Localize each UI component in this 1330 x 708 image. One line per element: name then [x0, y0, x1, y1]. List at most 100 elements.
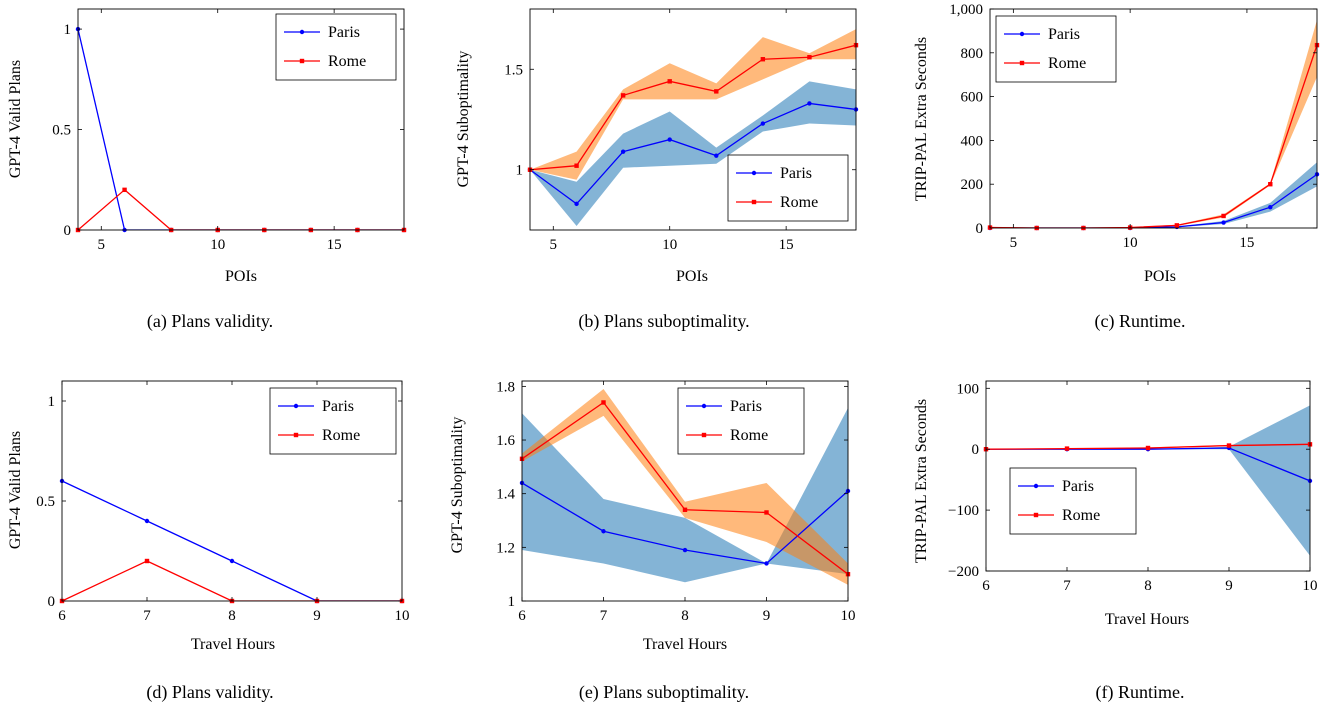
panel-b-point-rome: [667, 79, 672, 84]
panel-d-legend-label-rome: Rome: [322, 427, 360, 444]
panel-b-ytick-label: 1: [516, 163, 524, 179]
panel-a-plot-layer: 5 10 15 0 0.5 1 Paris Rome: [52, 8, 407, 253]
panel-d-ytick-label: 0.5: [36, 494, 55, 510]
panel-e-suboptimality-hours: 6 7 8 9 10 1 1.2 1.4 1.6 1.8 Paris Rome GPT-4 Subop…: [449, 379, 856, 703]
panel-b-point-paris: [714, 153, 719, 158]
panel-d-validity-hours: 6 7 8 9 10 0 0.5 1 Paris Rome GPT-4 Valid Plans T…: [7, 380, 410, 703]
panel-e-ytick-label: 1.2: [496, 540, 515, 556]
panel-b-legend-marker: [751, 199, 757, 205]
panel-a-ylabel: GPT-4 Valid Plans: [7, 60, 24, 178]
panel-c-legend-marker: [1019, 60, 1025, 66]
panel-b-xlabel: POIs: [676, 268, 708, 285]
panel-a-legend-box: [275, 13, 397, 81]
panel-e-legend-label-paris: Paris: [730, 398, 762, 415]
panel-a-xtick-label: 5: [98, 237, 106, 253]
panel-c-ylabel: TRIP-PAL Extra Seconds: [913, 37, 930, 201]
panel-c-line-rome: [990, 44, 1317, 228]
panel-f-caption: (f) Runtime.: [1096, 682, 1185, 703]
panel-c-legend-label-rome: Rome: [1048, 55, 1086, 72]
panel-f-xtick-label: 9: [1225, 578, 1233, 594]
panel-b-point-paris: [760, 121, 766, 126]
panel-b-frame: [529, 8, 857, 231]
panel-c-point-rome: [1174, 223, 1180, 228]
panel-f-ytick-label: −200: [948, 564, 979, 580]
panel-e-point-paris: [682, 547, 688, 553]
panel-f-legend-marker: [1033, 512, 1039, 518]
panel-e-point-paris: [601, 529, 606, 534]
panel-c-xtick-label: 10: [1123, 235, 1138, 251]
panel-b-band-rome: [530, 29, 856, 180]
panel-e-band-rome: [522, 389, 848, 585]
panel-c-ytick-label: 0: [976, 221, 984, 237]
panel-b-legend-marker: [751, 170, 757, 176]
panel-a-caption: (a) Plans validity.: [147, 311, 273, 332]
panel-b-ytick-label: 1.5: [504, 62, 523, 78]
panel-f-xtick-label: 8: [1144, 578, 1152, 594]
panel-c-band-paris: [990, 162, 1317, 228]
panel-d-xtick-label: 9: [313, 608, 321, 624]
panel-d-legend-box: [269, 387, 397, 455]
panel-d-point-rome: [144, 558, 150, 564]
panel-a-point-rome: [122, 187, 127, 193]
panel-e-point-paris: [764, 561, 769, 566]
panel-b-point-paris: [620, 149, 626, 154]
panel-b-point-rome: [807, 55, 812, 60]
panel-f-legend-marker: [1033, 483, 1039, 489]
panel-f-legend-label-rome: Rome: [1062, 507, 1100, 524]
panel-d-ylabel: GPT-4 Valid Plans: [7, 431, 24, 549]
panel-f-point-rome: [1064, 446, 1070, 451]
panel-b-suboptimality-pois: 5 10 15 1 1.5 Paris Rome GPT-4 Suboptimality P…: [455, 8, 859, 332]
panel-d-caption: (d) Plans validity.: [146, 682, 273, 703]
panel-c-ytick-label: 600: [961, 90, 984, 106]
panel-d-line-rome: [62, 560, 402, 601]
panel-b-plot-layer: 5 10 15 1 1.5 Paris Rome: [504, 8, 859, 253]
panel-b-legend-label-paris: Paris: [780, 165, 812, 182]
panel-d-point-paris: [144, 518, 150, 524]
panel-b-band-paris: [530, 81, 856, 226]
panel-f-xtick-label: 6: [982, 578, 990, 594]
panel-c-point-paris: [1268, 204, 1273, 210]
panel-b-data: [530, 29, 856, 226]
panel-c-point-rome: [1221, 213, 1226, 219]
panel-e-xtick-label: 9: [763, 608, 771, 624]
panel-c-point-rome: [1268, 182, 1273, 187]
panel-e-ytick-label: 1.6: [496, 433, 515, 449]
panel-d-ytick-label: 0: [48, 594, 56, 610]
panel-a-legend: Paris Rome: [275, 13, 397, 81]
panel-e-xtick-label: 10: [841, 608, 856, 624]
panel-e-ytick-label: 1.4: [496, 487, 515, 503]
panel-e-plot-layer: 6 7 8 9 10 1 1.2 1.4 1.6 1.8 Paris Rome: [496, 379, 855, 624]
panel-d-xtick-label: 10: [395, 608, 410, 624]
panel-e-legend-marker: [701, 432, 707, 438]
panel-a-xtick-label: 15: [327, 237, 342, 253]
panel-a-legend-marker: [299, 58, 305, 64]
panel-d-xtick-label: 7: [143, 608, 151, 624]
panel-a-frame: [77, 8, 405, 231]
panel-a-legend-label-paris: Paris: [328, 24, 360, 41]
panel-e-point-rome: [682, 507, 688, 512]
panel-a-ytick-label: 0.5: [52, 123, 71, 139]
panel-d-xtick-label: 6: [58, 608, 66, 624]
panel-b-point-paris: [667, 137, 672, 142]
panel-e-point-rome: [764, 510, 769, 515]
panel-c-point-paris: [1221, 220, 1226, 225]
panel-e-xlabel: Travel Hours: [643, 636, 727, 653]
panel-a-xlabel: POIs: [225, 268, 257, 285]
panel-c-xlabel: POIs: [1144, 268, 1176, 285]
panel-f-legend-box: [1009, 467, 1137, 535]
panel-d-plot-layer: 6 7 8 9 10 0 0.5 1 Paris Rome: [36, 380, 410, 624]
panel-a-ytick-label: 0: [64, 223, 72, 239]
panel-e-legend: Paris Rome: [677, 387, 805, 455]
panel-e-xtick-label: 7: [600, 608, 608, 624]
panel-b-point-rome: [620, 93, 626, 98]
panel-b-xtick-label: 5: [550, 237, 558, 253]
panel-b-legend-box: [727, 154, 849, 222]
panel-c-legend-box: [995, 15, 1117, 83]
panel-f-ytick-label: −100: [948, 503, 979, 519]
panel-e-ytick-label: 1: [508, 594, 516, 610]
panel-b-point-paris: [807, 101, 812, 106]
panel-d-legend-label-paris: Paris: [322, 398, 354, 415]
panel-a-ytick-label: 1: [64, 22, 72, 38]
